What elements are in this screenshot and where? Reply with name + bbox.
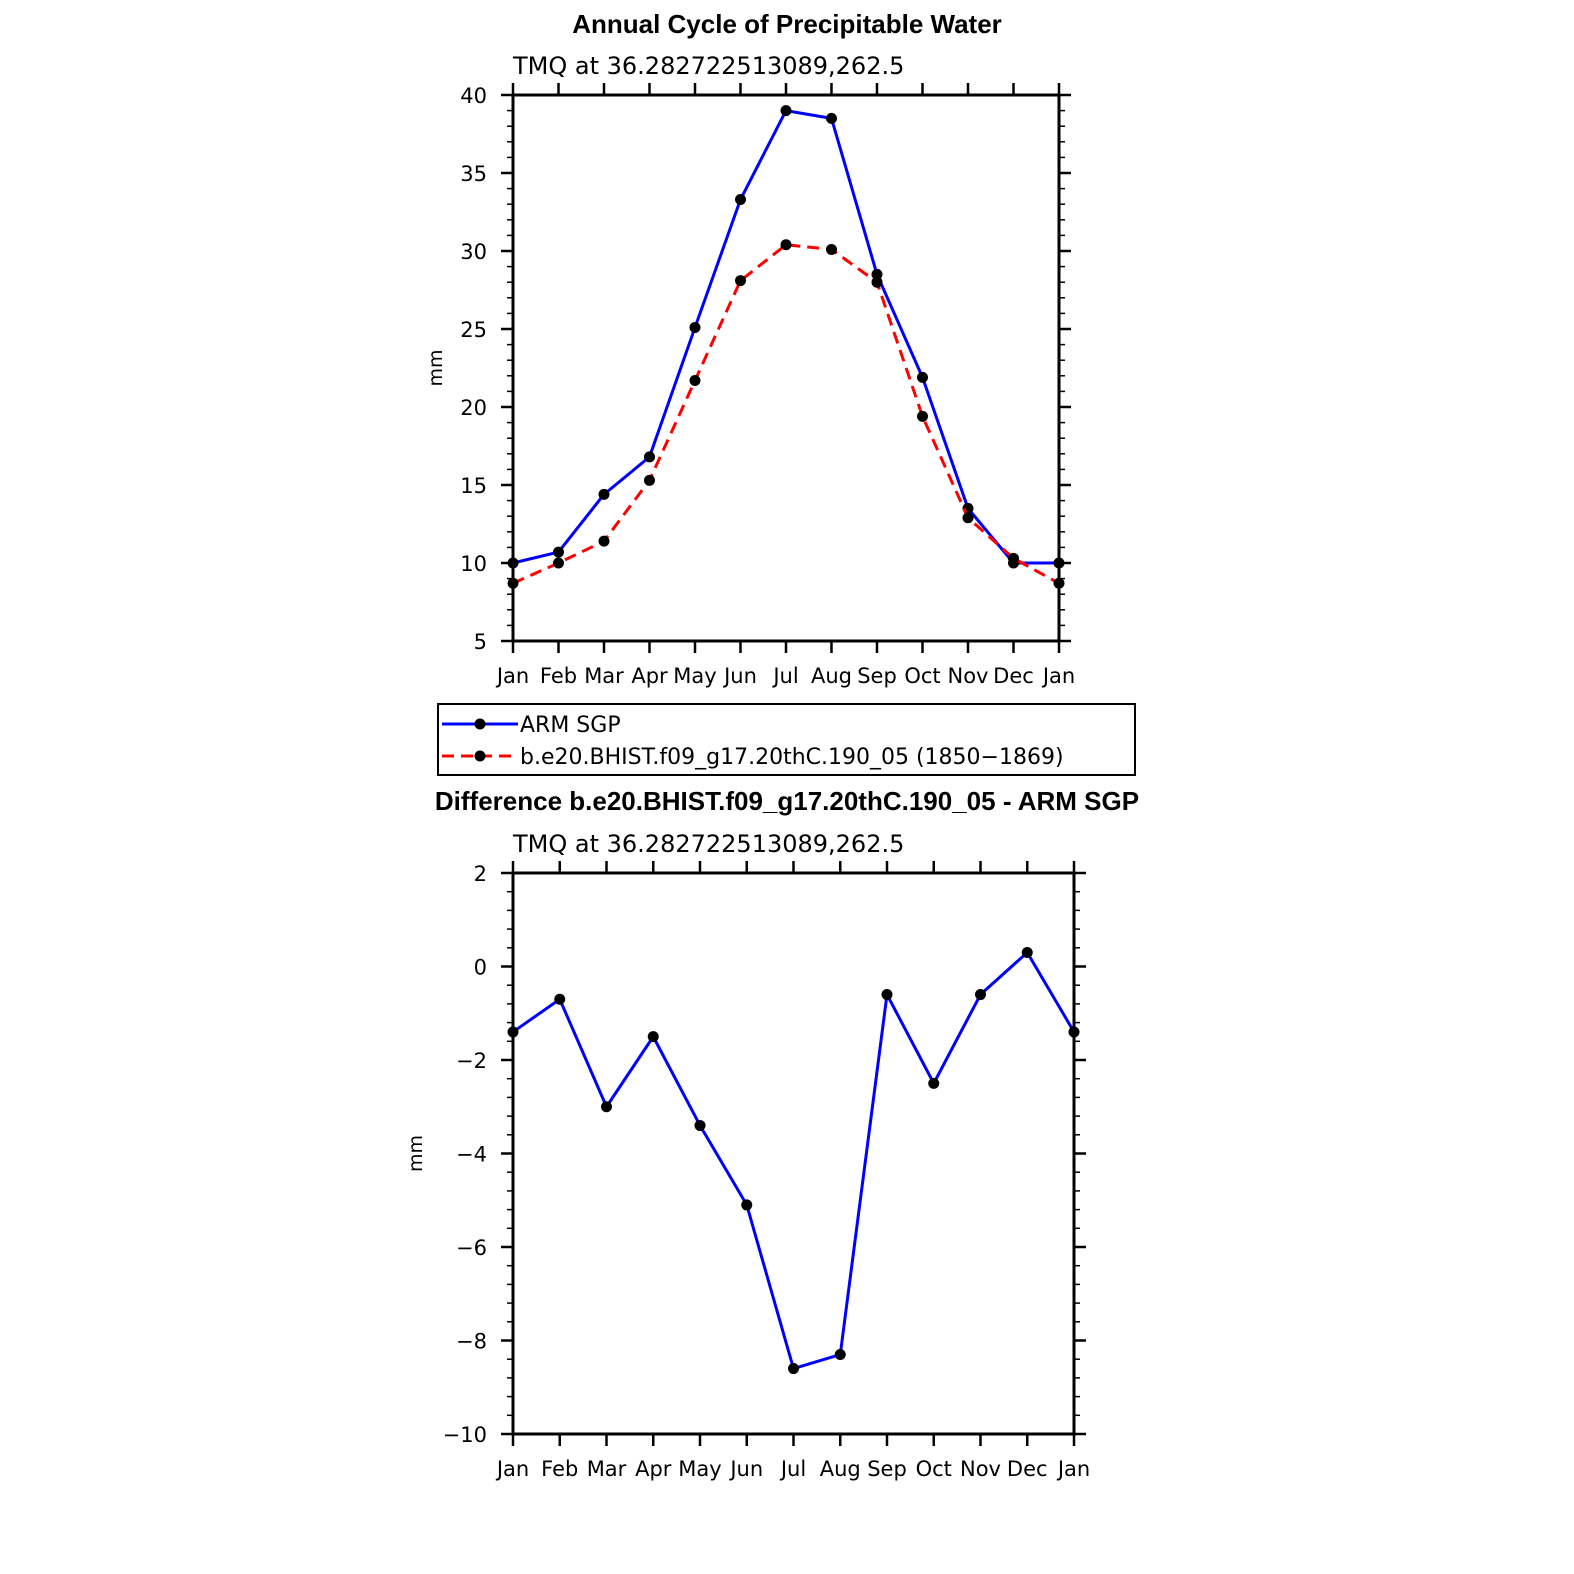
y-tick-label: 10 [460,552,487,576]
x-tick-label: Apr [635,1457,672,1481]
chart-1: Annual Cycle of Precipitable Water TMQ at… [425,9,1136,776]
data-point [1008,552,1019,564]
data-point [871,276,883,288]
x-tick-label: Nov [948,664,989,688]
data-point [601,1101,612,1113]
x-tick-label: Jan [495,1457,529,1481]
x-tick-label: Jan [1056,1457,1090,1481]
data-point [928,1077,940,1089]
data-point [881,989,893,1001]
legend-label-1: ARM SGP [520,713,621,738]
data-point [507,557,519,569]
x-tick-label: Sep [857,664,897,688]
legend: ARM SGP b.e20.BHIST.f09_g17.20thC.190_05 … [437,703,1136,776]
y-axis-label: mm [425,349,447,386]
series-line-1 [512,109,1059,565]
x-tick-label: Apr [631,664,668,688]
legend-marker [474,718,486,730]
data-point [598,535,610,547]
x-tick-label: Jan [1041,664,1075,688]
y-tick-label: −10 [443,1423,487,1447]
data-point [694,1119,706,1131]
x-tick-label: Dec [1007,1457,1048,1481]
chart-title: Difference b.e20.BHIST.f09_g17.20thC.190… [435,786,1139,816]
x-tick-label: Jul [771,664,798,688]
data-point [735,275,746,287]
x-tick-label: Jan [495,664,529,688]
data-point [917,371,928,383]
data-point [826,112,837,124]
data-point [644,451,655,463]
chart-subtitle: TMQ at 36.282722513089,262.5 [512,830,904,858]
x-tick-label: Jun [722,664,757,688]
plot-frame [511,871,1076,1436]
plot-frame [511,93,1061,643]
legend-marker [474,750,486,762]
y-tick-label: 2 [474,862,487,886]
y-tick-label: 30 [460,240,487,264]
x-tick-label: Sep [867,1457,907,1481]
data-point [1068,1026,1080,1038]
x-tick-label: Mar [584,664,624,688]
data-point [735,194,746,206]
x-tick-label: May [673,664,716,688]
data-point [780,105,792,117]
y-tick-label: 40 [460,84,487,108]
data-point [553,546,564,558]
data-point [507,1026,519,1038]
data-point [788,1363,799,1375]
x-tick-label: Aug [811,664,852,688]
x-tick-label: Oct [904,664,940,688]
data-point [962,512,974,524]
y-tick-label: −6 [456,1236,487,1260]
series-line-1 [512,950,1076,1371]
data-point [917,410,928,422]
x-tick-label: Feb [540,664,577,688]
data-point [975,989,986,1001]
x-tick-label: Jun [728,1457,763,1481]
y-tick-label: 20 [460,396,487,420]
data-point [598,488,610,500]
data-point [826,243,837,255]
y-tick-label: 35 [460,162,487,186]
data-point [1053,577,1065,589]
y-tick-label: 15 [460,474,487,498]
data-point [1021,946,1033,958]
x-tick-label: Oct [916,1457,952,1481]
data-point [834,1349,846,1361]
data-point [689,321,701,333]
x-tick-label: Jul [779,1457,806,1481]
legend-box [437,703,1136,776]
x-tick-label: Dec [993,664,1034,688]
data-point [644,474,655,486]
x-tick-label: Feb [541,1457,578,1481]
data-point [871,268,883,280]
x-tick-label: Nov [960,1457,1001,1481]
data-point [553,557,564,569]
y-tick-label: −2 [456,1049,487,1073]
data-point [741,1199,753,1211]
chart-title: Annual Cycle of Precipitable Water [572,9,1002,39]
chart-subtitle: TMQ at 36.282722513089,262.5 [512,52,904,80]
data-point [647,1031,659,1043]
x-tick-label: Aug [820,1457,861,1481]
chart-2: Difference b.e20.BHIST.f09_g17.20thC.190… [405,786,1139,1481]
series-line-2 [512,243,1060,585]
data-point [554,993,566,1005]
y-tick-label: 0 [474,956,487,980]
x-tick-label: May [678,1457,721,1481]
data-point [1053,557,1065,569]
y-axis-label: mm [405,1135,427,1172]
y-tick-label: 25 [460,318,487,342]
y-tick-label: −4 [456,1143,487,1167]
data-point [507,577,519,589]
data-point [780,239,792,251]
data-point [689,374,701,386]
x-tick-label: Mar [587,1457,627,1481]
y-tick-label: 5 [474,630,487,654]
y-tick-label: −8 [456,1330,487,1354]
legend-label-2: b.e20.BHIST.f09_g17.20thC.190_05 (1850−1… [520,745,1064,770]
